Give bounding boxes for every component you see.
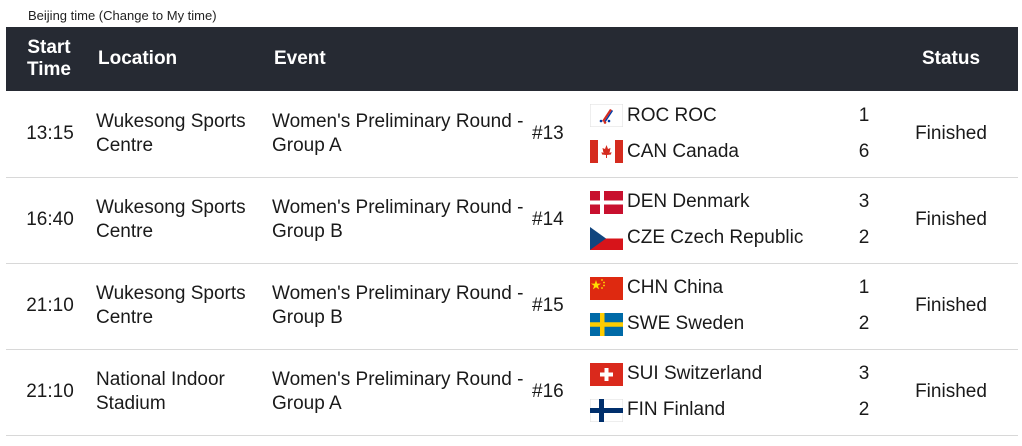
event-name[interactable]: Women's Preliminary Round - Group A xyxy=(272,110,524,156)
team-row: CAN Canada 6 xyxy=(590,134,890,170)
team-row: ROC ROC 1 xyxy=(589,98,890,134)
denmark-flag-icon xyxy=(590,190,623,214)
timezone-label: Beijing time ( xyxy=(28,8,104,23)
event-number: #13 xyxy=(532,122,564,144)
team-score: 6 xyxy=(858,140,870,162)
timezone-note: Beijing time (Change to My time) xyxy=(28,8,217,23)
start-time: 16:40 xyxy=(26,209,74,230)
header-event: Event xyxy=(274,48,326,69)
finland-flag-icon xyxy=(589,398,624,422)
czech-flag-icon xyxy=(590,226,623,250)
header-start-time: Start Time xyxy=(6,27,90,91)
status: Finished xyxy=(915,209,987,230)
location: Wukesong Sports Centre xyxy=(96,110,246,156)
canada-flag-icon xyxy=(590,140,623,164)
event-name[interactable]: Women's Preliminary Round - Group B xyxy=(272,283,524,328)
table-row: 21:10 National Indoor Stadium Women's Pr… xyxy=(6,349,1018,435)
header-status: Status xyxy=(921,48,981,69)
team-score: 3 xyxy=(858,363,870,384)
table-row: 21:10 Wukesong Sports Centre Women's Pre… xyxy=(6,263,1018,349)
team-name[interactable]: CAN Canada xyxy=(627,140,739,162)
team-score: 1 xyxy=(858,104,870,126)
location: National Indoor Stadium xyxy=(96,369,225,414)
team-name[interactable]: SUI Switzerland xyxy=(627,363,763,384)
team-name[interactable]: CHN China xyxy=(627,277,724,298)
switzerland-flag-icon xyxy=(590,362,623,386)
change-timezone-link[interactable]: Change to My time xyxy=(103,8,213,23)
header-location: Location xyxy=(98,48,178,69)
header-teams xyxy=(588,27,890,91)
teams-cell: SUI Switzerland 3 FIN Finland 2 xyxy=(588,349,890,435)
china-flag-icon xyxy=(590,276,623,300)
event-cell: Women's Preliminary Round - Group B #15 xyxy=(272,263,588,349)
table-row: 16:40 Wukesong Sports Centre Women's Pre… xyxy=(6,177,1018,263)
team-score: 1 xyxy=(858,277,870,298)
event-cell: Women's Preliminary Round - Group A #13 xyxy=(272,91,588,177)
start-time: 21:10 xyxy=(26,295,74,316)
event-cell: Women's Preliminary Round - Group A #16 xyxy=(272,349,588,435)
event-number: #16 xyxy=(532,381,564,402)
roc-flag-icon xyxy=(589,103,624,128)
event-number: #14 xyxy=(532,209,564,230)
team-name[interactable]: ROC ROC xyxy=(627,104,717,126)
start-time: 21:10 xyxy=(26,381,74,402)
team-score: 2 xyxy=(858,313,870,334)
team-row: FIN Finland 2 xyxy=(589,392,890,428)
timezone-suffix: ) xyxy=(212,8,217,23)
team-name[interactable]: FIN Finland xyxy=(627,399,726,420)
status: Finished xyxy=(915,122,987,144)
status: Finished xyxy=(915,381,987,402)
table-header-row: Start Time Location Event Status xyxy=(6,27,1018,91)
event-number: #15 xyxy=(532,295,564,316)
team-name[interactable]: CZE Czech Republic xyxy=(627,227,804,248)
teams-cell: ROC ROC 1 CAN Canada 6 xyxy=(588,91,890,177)
status: Finished xyxy=(915,295,987,316)
team-row: CHN China 1 xyxy=(590,270,890,306)
event-name[interactable]: Women's Preliminary Round - Group B xyxy=(272,197,524,242)
start-time: 13:15 xyxy=(26,122,74,144)
location: Wukesong Sports Centre xyxy=(96,283,246,328)
location: Wukesong Sports Centre xyxy=(96,197,246,242)
team-row: SWE Sweden 2 xyxy=(590,306,890,342)
teams-cell: CHN China 1 SWE Sweden 2 xyxy=(588,263,890,349)
table-row: 13:15 Wukesong Sports Centre Women's Pre… xyxy=(6,91,1018,177)
team-score: 2 xyxy=(858,399,870,420)
team-row: SUI Switzerland 3 xyxy=(590,356,890,392)
event-cell: Women's Preliminary Round - Group B #14 xyxy=(272,177,588,263)
schedule-table: Start Time Location Event Status 13:15 Wu… xyxy=(6,27,1018,436)
sweden-flag-icon xyxy=(590,312,623,336)
teams-cell: DEN Denmark 3 CZE Czech Republic 2 xyxy=(588,177,890,263)
team-row: DEN Denmark 3 xyxy=(590,184,890,220)
header-start-time-line2: Time xyxy=(26,59,71,80)
team-score: 3 xyxy=(858,191,870,212)
event-name[interactable]: Women's Preliminary Round - Group A xyxy=(272,369,524,414)
team-score: 2 xyxy=(858,227,870,248)
team-name[interactable]: SWE Sweden xyxy=(627,313,745,334)
team-name[interactable]: DEN Denmark xyxy=(627,191,750,212)
team-row: CZE Czech Republic 2 xyxy=(590,220,890,256)
header-start-time-line1: Start xyxy=(27,37,71,58)
